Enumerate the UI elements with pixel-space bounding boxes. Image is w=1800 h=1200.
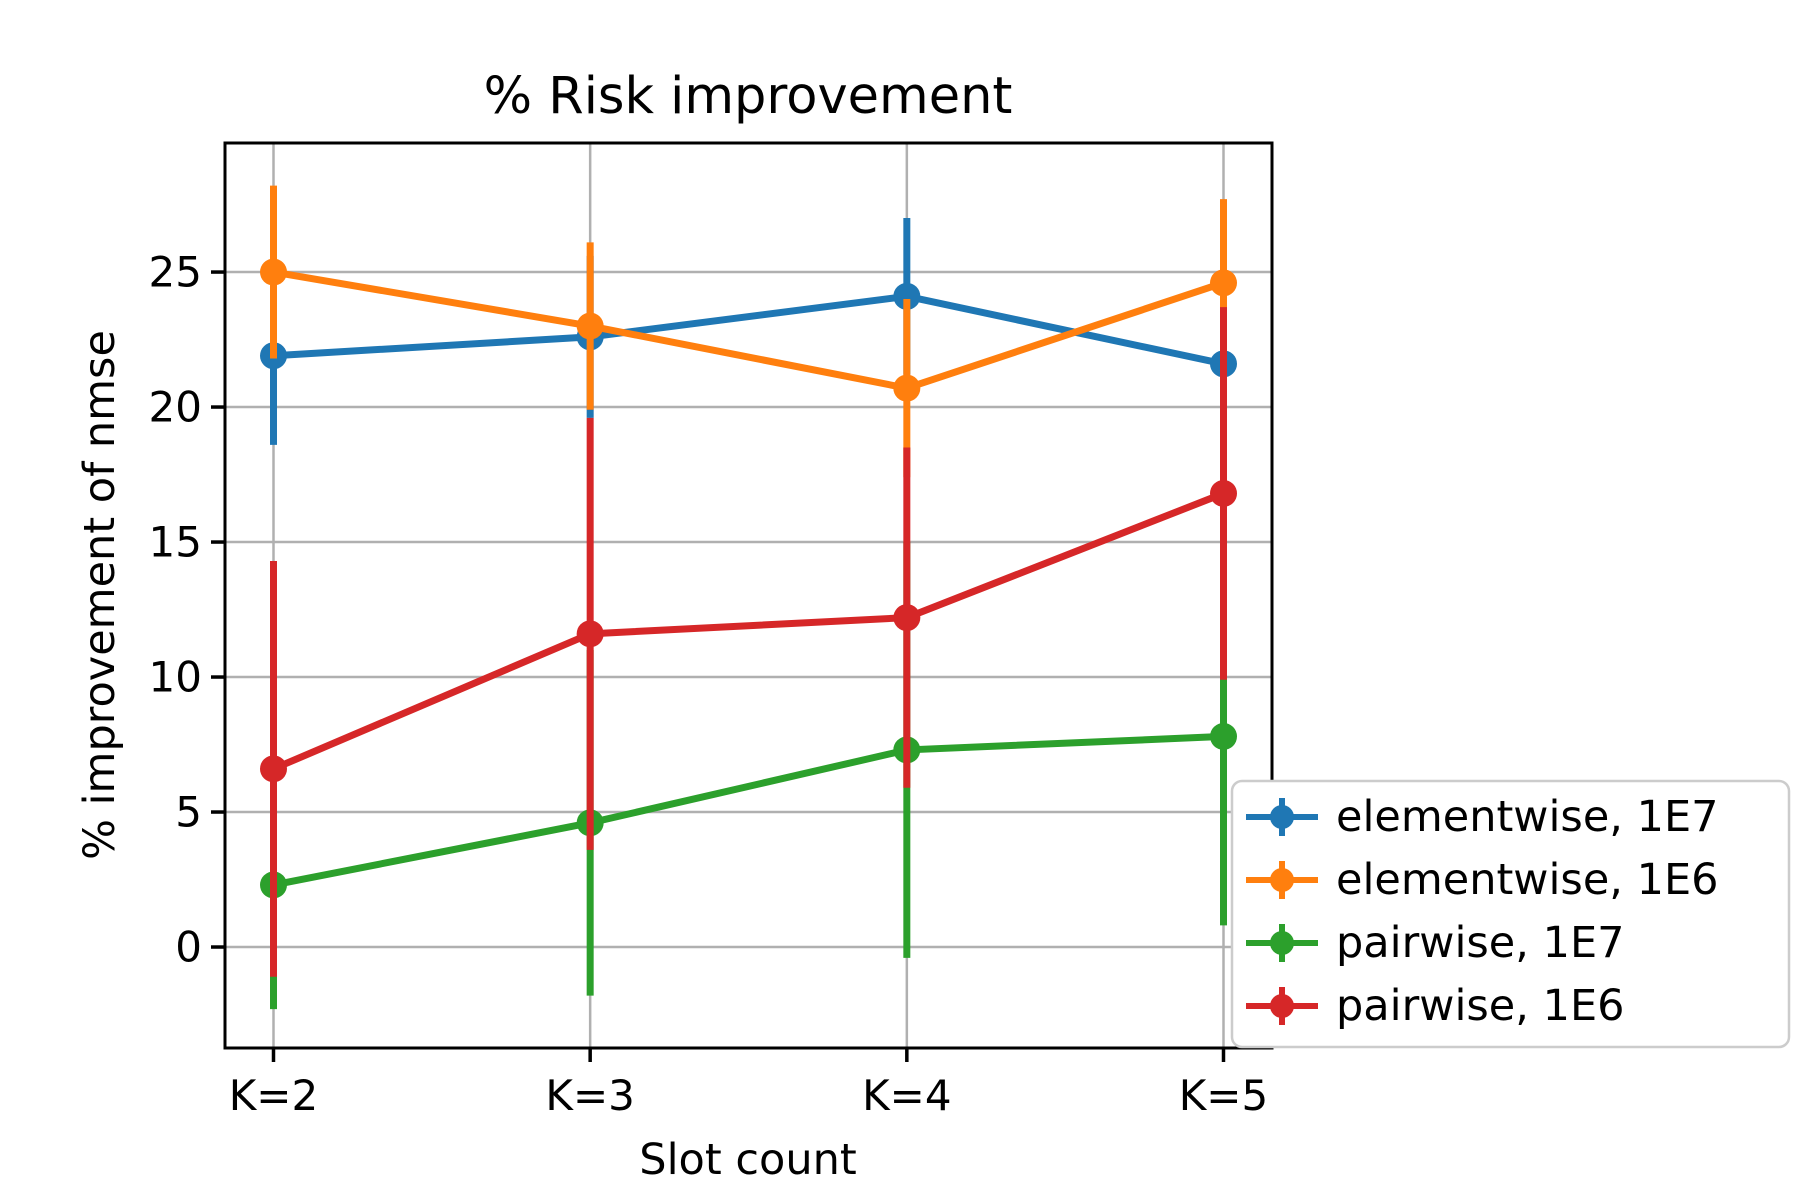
y-tick-label: 20: [149, 383, 202, 432]
y-tick-label: 15: [149, 518, 202, 567]
data-series: [260, 185, 1237, 1010]
legend-box: [1230, 779, 1791, 1049]
legend-label: elementwise, 1E6: [1336, 855, 1719, 905]
series-pairwise-1e7: [260, 542, 1237, 1010]
legend-marker-icon: [1270, 994, 1294, 1018]
legend-item: pairwise, 1E6: [1246, 981, 1624, 1031]
data-point: [576, 312, 604, 340]
legend-label: elementwise, 1E7: [1336, 792, 1719, 842]
x-axis-label: Slot count: [639, 1135, 856, 1185]
data-point: [1210, 269, 1237, 297]
data-point: [893, 374, 921, 402]
plot-border: [223, 141, 1274, 1050]
tick-labels: 0 5 10 15 20 25 K=2 K=3 K=4 K=5: [149, 248, 1269, 1120]
grid-lines: [225, 143, 1272, 1048]
y-tick-label: 25: [149, 248, 202, 297]
data-point: [893, 604, 921, 632]
series-line: [272, 268, 1225, 392]
chart-title: % Risk improvement: [484, 67, 1013, 126]
legend-label: pairwise, 1E6: [1336, 981, 1624, 1031]
legend-marker-icon: [1270, 805, 1294, 829]
data-point: [260, 755, 287, 783]
legend-item: pairwise, 1E7: [1246, 918, 1624, 968]
series-line: [272, 732, 1224, 889]
data-point: [260, 258, 287, 286]
series-pairwise-1e6: [260, 307, 1237, 977]
data-point: [576, 620, 604, 648]
x-tick-label: K=4: [862, 1071, 951, 1120]
axes: [211, 141, 1274, 1062]
data-point: [1210, 722, 1237, 750]
y-tick-label: 10: [149, 653, 202, 702]
y-tick-label: 5: [175, 788, 202, 837]
x-tick-label: K=3: [545, 1071, 634, 1120]
legend-item: elementwise, 1E6: [1246, 855, 1719, 905]
legend-marker-icon: [1270, 931, 1294, 955]
x-tick-label: K=5: [1179, 1071, 1268, 1120]
legend-label: pairwise, 1E7: [1336, 918, 1624, 968]
series-line: [273, 292, 1225, 368]
data-point: [893, 282, 921, 310]
legend-marker-icon: [1270, 868, 1294, 892]
legend-item: elementwise, 1E7: [1246, 792, 1719, 842]
series-elementwise-1e7: [260, 218, 1237, 445]
x-tick-label: K=2: [229, 1071, 318, 1120]
series-elementwise-1e6: [260, 185, 1237, 478]
data-point: [1210, 479, 1237, 507]
series-line: [272, 490, 1225, 773]
legend: elementwise, 1E7 elementwise, 1E6 pairwise…: [1230, 779, 1791, 1049]
y-axis-label: % improvement of nmse: [75, 330, 125, 860]
y-tick-label: 0: [175, 923, 202, 972]
